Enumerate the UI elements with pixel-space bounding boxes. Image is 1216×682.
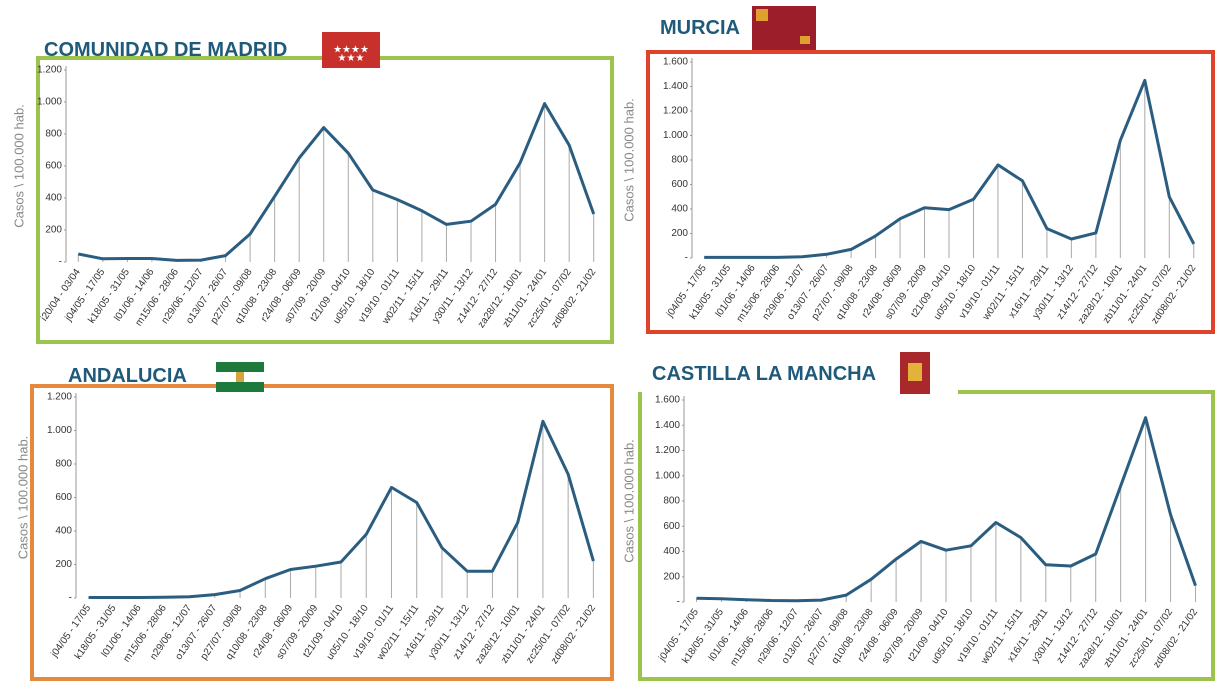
- series-line: [696, 416, 1197, 603]
- y-tick-label: 200: [45, 225, 62, 236]
- y-tick-label: 600: [663, 521, 680, 532]
- flag-murcia: [752, 6, 816, 50]
- y-tick-label: 800: [55, 459, 72, 470]
- y-tick-label: 400: [45, 193, 62, 204]
- y-tick-label: 400: [671, 204, 688, 215]
- y-tick-label: 600: [55, 492, 72, 503]
- x-tick-label: zd08/02 - 21/02: [549, 267, 598, 331]
- flag-castilla: [900, 352, 930, 394]
- chart-title: COMUNIDAD DE MADRID: [44, 39, 287, 61]
- y-tick-label: 1.000: [37, 97, 62, 108]
- y-axis-label: Casos \ 100.000 hab.: [621, 98, 636, 222]
- y-tick-label: -: [677, 597, 680, 608]
- y-tick-label: 1.200: [47, 392, 72, 403]
- flag-andalucia: [216, 362, 264, 392]
- y-tick-label: 800: [663, 496, 680, 507]
- y-tick-label: 800: [671, 155, 688, 166]
- series-line: [704, 78, 1196, 259]
- y-tick-label: 200: [671, 228, 688, 239]
- y-tick-label: 200: [55, 559, 72, 570]
- y-tick-label: 1.000: [47, 425, 72, 436]
- y-tick-label: -: [59, 257, 62, 268]
- y-tick-label: 200: [663, 571, 680, 582]
- y-tick-label: 800: [45, 129, 62, 140]
- y-tick-label: 1.600: [655, 395, 680, 406]
- y-axis-label: Casos \ 100.000 hab.: [11, 104, 26, 228]
- series-line: [88, 419, 595, 599]
- y-tick-label: 1.200: [655, 445, 680, 456]
- y-tick-label: 1.000: [663, 130, 688, 141]
- chart-title: CASTILLA LA MANCHA: [652, 363, 876, 385]
- y-axis-label: Casos \ 100.000 hab.: [621, 439, 636, 563]
- y-tick-label: 1.200: [663, 106, 688, 117]
- y-tick-label: 1.200: [37, 65, 62, 76]
- series-line: [78, 102, 596, 262]
- panel-frame: [646, 50, 1215, 334]
- y-tick-label: -: [685, 253, 688, 264]
- panel-frame: [30, 384, 614, 681]
- y-tick-label: 1.600: [663, 57, 688, 68]
- flag-madrid: ★★★★ ★★★: [322, 32, 380, 68]
- y-tick-label: 1.400: [663, 81, 688, 92]
- x-tick-label: zd08/02 - 21/02: [1150, 263, 1199, 327]
- y-tick-label: 600: [45, 161, 62, 172]
- chart-title: ANDALUCIA: [68, 365, 187, 387]
- y-tick-label: 1.000: [655, 470, 680, 481]
- y-tick-label: 400: [55, 526, 72, 537]
- svg-text:★★★★★★★: ★★★★ ★★★: [333, 45, 369, 64]
- y-tick-label: 400: [663, 546, 680, 557]
- panel-frame: [638, 390, 1215, 681]
- y-tick-label: 1.400: [655, 420, 680, 431]
- y-tick-label: 600: [671, 179, 688, 190]
- y-axis-label: Casos \ 100.000 hab.: [15, 436, 30, 560]
- y-tick-label: -: [69, 593, 72, 604]
- chart-title: MURCIA: [660, 17, 740, 39]
